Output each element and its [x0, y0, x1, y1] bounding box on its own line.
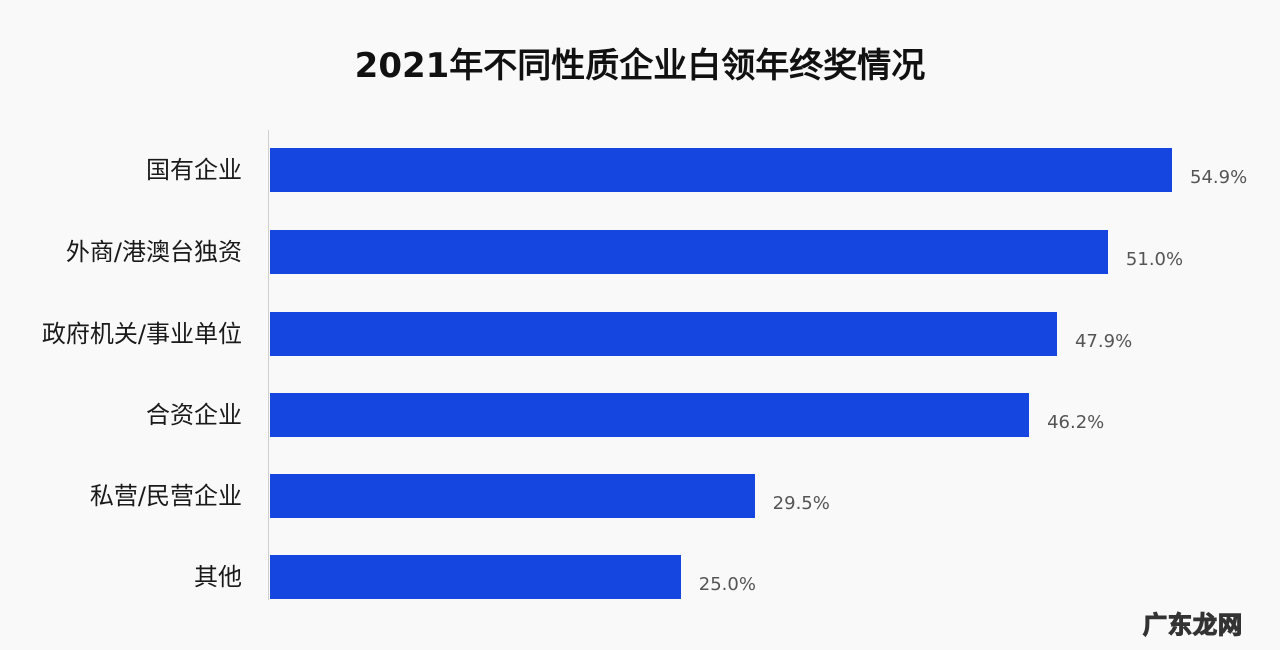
bar — [270, 312, 1057, 356]
bar — [270, 474, 755, 518]
value-label: 29.5% — [772, 493, 830, 514]
value-label: 54.9% — [1190, 167, 1248, 188]
bar-row: 政府机关/事业单位 47.9% — [0, 312, 1280, 356]
bar — [270, 148, 1172, 192]
bar-row: 其他 25.0% — [0, 555, 1280, 599]
category-label: 私营/民营企业 — [89, 482, 242, 510]
category-label: 外商/港澳台独资 — [65, 238, 242, 266]
bar-row: 外商/港澳台独资 51.0% — [0, 230, 1280, 274]
category-label: 其他 — [194, 563, 242, 591]
bar — [270, 555, 681, 599]
bar-row: 合资企业 46.2% — [0, 393, 1280, 437]
value-label: 46.2% — [1047, 412, 1105, 433]
bar-row: 国有企业 54.9% — [0, 148, 1280, 192]
category-label: 国有企业 — [146, 156, 242, 184]
value-label: 25.0% — [698, 574, 756, 595]
bar — [270, 393, 1030, 437]
watermark: 广东龙网 — [1142, 610, 1243, 639]
value-label: 47.9% — [1074, 331, 1133, 352]
bar-row: 私营/民营企业 29.5% — [0, 474, 1280, 518]
value-label: 51.0% — [1125, 249, 1184, 270]
category-label: 政府机关/事业单位 — [41, 320, 242, 348]
category-label: 合资企业 — [146, 401, 242, 429]
bar — [270, 230, 1108, 274]
y-axis-line — [268, 130, 269, 600]
chart-title: 2021年不同性质企业白领年终奖情况 — [354, 46, 926, 86]
